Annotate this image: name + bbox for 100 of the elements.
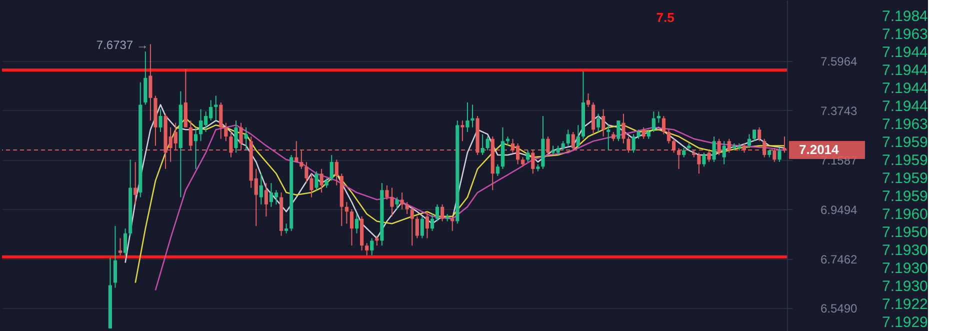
candlestick	[214, 95, 218, 122]
candlestick	[440, 204, 444, 222]
candlestick	[330, 154, 334, 182]
text: 7.1922	[882, 296, 928, 313]
candlestick	[234, 120, 238, 154]
candlestick	[778, 148, 782, 162]
candlestick	[370, 238, 374, 256]
candlestick	[405, 202, 409, 215]
candlestick	[134, 161, 138, 205]
candlestick	[632, 134, 636, 154]
candlestick	[365, 242, 369, 256]
text: 7.1959	[882, 134, 928, 151]
y-tick-label: 7.3743	[820, 104, 858, 118]
candlestick	[375, 235, 379, 246]
candlestick	[400, 192, 404, 210]
candlestick	[586, 92, 590, 108]
candlestick	[496, 164, 500, 176]
candlestick	[521, 156, 525, 168]
candlestick	[662, 115, 666, 135]
candlestick	[526, 150, 530, 162]
text: 7.1959	[882, 152, 928, 169]
ref-line-label: 7.2014	[799, 142, 840, 158]
candlestick	[435, 204, 440, 222]
candlestick	[702, 152, 706, 168]
annotation: 7.6737 →	[96, 38, 148, 52]
text: 7.1930	[882, 260, 928, 277]
candlestick	[712, 136, 716, 162]
candlestick	[420, 216, 424, 239]
candlestick	[707, 150, 711, 162]
candlestick	[480, 134, 484, 156]
candlestick	[304, 161, 308, 184]
line-series	[124, 104, 786, 264]
candlestick	[410, 206, 414, 246]
text: 7.1930	[882, 242, 928, 259]
candlestick	[324, 178, 328, 188]
candlestick	[460, 120, 464, 142]
candlestick	[612, 131, 616, 142]
text: 7.1960	[882, 206, 928, 223]
candlestick	[123, 228, 128, 256]
candlestick	[747, 134, 752, 149]
text: 7.1959	[882, 170, 928, 187]
candlestick	[642, 126, 646, 140]
candlestick	[194, 126, 198, 170]
candlestick	[596, 113, 600, 132]
candlestick	[314, 170, 318, 191]
candlestick	[350, 208, 354, 246]
candlestick	[682, 148, 686, 158]
candlestick	[622, 113, 626, 144]
candlestick	[113, 226, 118, 288]
candlestick	[561, 140, 565, 151]
candlestick	[259, 173, 263, 205]
candlestick	[385, 184, 389, 200]
text: 7.1963	[882, 116, 928, 133]
text: 7.1944	[882, 98, 928, 115]
candlestick	[486, 136, 490, 151]
candlestick	[652, 110, 656, 132]
annotation: 7.5	[656, 10, 674, 25]
candlestick	[566, 129, 570, 146]
text: 7.1963	[882, 26, 928, 43]
candlestick	[224, 122, 228, 142]
candlestick	[320, 168, 324, 194]
candlestick	[390, 187, 394, 217]
candlestick	[264, 182, 268, 217]
candlestick	[470, 104, 474, 128]
candlestick	[395, 196, 399, 210]
y-tick-label: 7.5964	[820, 54, 858, 69]
candlestick	[415, 216, 419, 239]
text: 7.1959	[882, 188, 928, 205]
y-tick-label: 6.5490	[820, 302, 858, 316]
text: 7.1944	[882, 44, 928, 61]
candlestick	[466, 102, 470, 132]
candlestick	[697, 152, 701, 174]
candlestick	[656, 110, 660, 124]
candlestick	[752, 129, 756, 142]
candlestick	[602, 108, 606, 138]
candlestick	[148, 44, 152, 122]
candlestick	[576, 124, 580, 149]
candlestick	[244, 126, 248, 151]
candlestick	[646, 129, 650, 140]
candlestick	[118, 238, 122, 256]
candlestick	[354, 214, 359, 234]
candlestick	[758, 126, 762, 142]
text: 7.1944	[882, 62, 928, 79]
candlestick	[219, 102, 223, 140]
candlestick	[430, 214, 434, 232]
candlestick	[666, 129, 671, 144]
candlestick	[606, 124, 610, 151]
candlestick	[636, 129, 640, 140]
candlestick	[284, 223, 288, 234]
text: 7.1929	[882, 314, 928, 331]
candlestick	[722, 140, 726, 165]
candlestick	[616, 120, 620, 142]
candlestick	[334, 159, 338, 186]
candlestick	[425, 211, 430, 239]
candlestick	[344, 202, 348, 224]
y-tick-label: 6.7462	[820, 252, 858, 266]
text: 7.1930	[882, 278, 928, 295]
y-tick-label: 6.9494	[820, 202, 858, 217]
candlestick	[310, 173, 314, 198]
text: 7.1944	[882, 80, 928, 97]
